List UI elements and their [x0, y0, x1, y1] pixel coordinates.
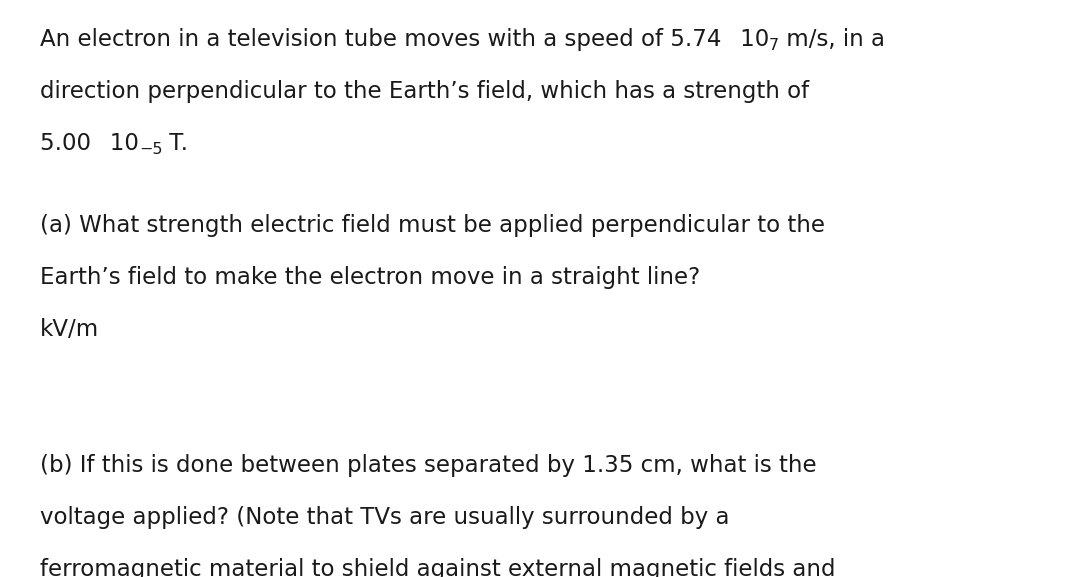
Text: direction perpendicular to the Earth’s field, which has a strength of: direction perpendicular to the Earth’s f…	[40, 80, 809, 103]
Text: kV/m: kV/m	[40, 318, 99, 341]
Text: m/s, in a: m/s, in a	[780, 28, 886, 51]
Text: voltage applied? (Note that TVs are usually surrounded by a: voltage applied? (Note that TVs are usua…	[40, 506, 729, 529]
Text: (a) What strength electric field must be applied perpendicular to the: (a) What strength electric field must be…	[40, 214, 825, 237]
Text: 5.00  10: 5.00 10	[40, 132, 139, 155]
Text: T.: T.	[162, 132, 188, 155]
Text: (b) If this is done between plates separated by 1.35 cm, what is the: (b) If this is done between plates separ…	[40, 454, 816, 477]
Text: Earth’s field to make the electron move in a straight line?: Earth’s field to make the electron move …	[40, 266, 700, 289]
Text: 7: 7	[769, 38, 780, 53]
Text: −5: −5	[139, 142, 162, 157]
Text: An electron in a television tube moves with a speed of 5.74  10: An electron in a television tube moves w…	[40, 28, 769, 51]
Text: ferromagnetic material to shield against external magnetic fields and: ferromagnetic material to shield against…	[40, 558, 836, 577]
